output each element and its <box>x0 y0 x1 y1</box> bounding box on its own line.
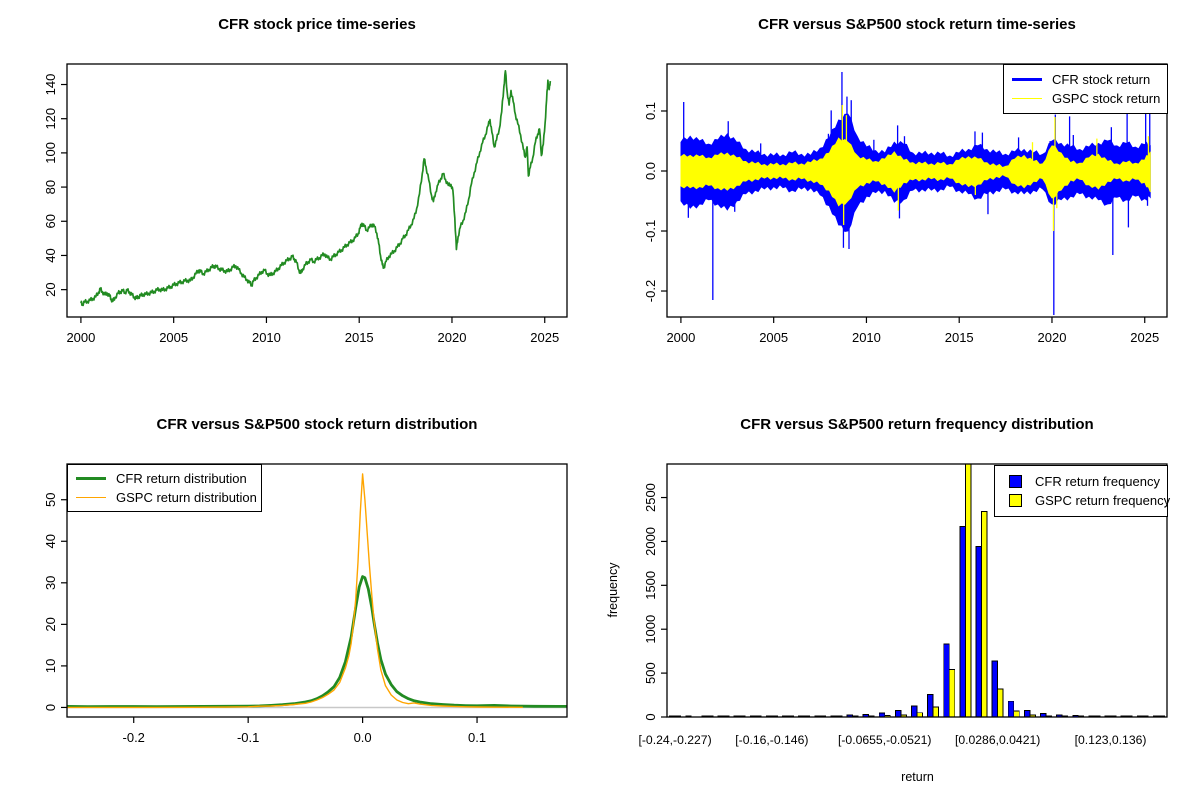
svg-text:50: 50 <box>43 492 58 506</box>
svg-text:2015: 2015 <box>945 330 974 345</box>
svg-text:-0.1: -0.1 <box>643 220 658 242</box>
svg-text:20: 20 <box>43 282 58 296</box>
gspc-return-line-swatch <box>1012 97 1042 100</box>
svg-text:2000: 2000 <box>666 330 695 345</box>
frequency-legend: CFR return frequency GSPC return frequen… <box>994 465 1170 517</box>
panel-return-distribution: -0.2 -0.1 0.0 0.1 0 10 20 30 40 50 CFR versus S&P… <box>0 400 600 800</box>
panel-cfr-price: 2000 2005 2010 2015 2020 2025 20 40 60 80 100 120 14… <box>0 0 600 400</box>
svg-text:2025: 2025 <box>530 330 559 345</box>
svg-text:10: 10 <box>43 659 58 673</box>
svg-text:[0.123,0.136): [0.123,0.136) <box>1075 733 1147 747</box>
svg-text:-0.1: -0.1 <box>237 730 259 745</box>
svg-text:-0.2: -0.2 <box>643 280 658 302</box>
frequency-chart-title: CFR versus S&P500 return frequency distr… <box>740 416 1094 433</box>
frequency-chart-canvas: [-0.24,-0.227) [-0.16,-0.146) [-0.0655,-0.… <box>638 463 1168 747</box>
legend-label: CFR return frequency <box>1035 474 1160 489</box>
svg-text:0.1: 0.1 <box>468 730 486 745</box>
cfr-return-line-swatch <box>1012 77 1042 82</box>
svg-text:1000: 1000 <box>643 615 658 644</box>
svg-text:100: 100 <box>43 142 58 164</box>
svg-text:[0.0286,0.0421): [0.0286,0.0421) <box>955 733 1040 747</box>
svg-text:2010: 2010 <box>252 330 281 345</box>
legend-label: GSPC return frequency <box>1035 493 1171 508</box>
svg-text:2020: 2020 <box>1038 330 1067 345</box>
svg-text:20: 20 <box>43 617 58 631</box>
returns-legend: CFR stock return GSPC stock return <box>1003 64 1168 114</box>
price-chart-canvas: 2000 2005 2010 2015 2020 2025 20 40 60 80 100 120 14… <box>43 63 568 345</box>
svg-text:2005: 2005 <box>759 330 788 345</box>
returns-chart-title: CFR versus S&P500 stock return time-seri… <box>758 16 1076 33</box>
svg-text:1500: 1500 <box>643 571 658 600</box>
density-chart-title: CFR versus S&P500 stock return distribut… <box>156 416 478 433</box>
svg-text:2000: 2000 <box>643 527 658 556</box>
svg-text:2025: 2025 <box>1130 330 1159 345</box>
legend-item: GSPC return frequency <box>1003 493 1170 508</box>
svg-text:2005: 2005 <box>159 330 188 345</box>
panel-return-timeseries: 2000 2005 2010 2015 2020 2025 0.1 0.0 -0.1 -0.2 C… <box>600 0 1200 400</box>
svg-text:-0.2: -0.2 <box>123 730 145 745</box>
svg-text:0.0: 0.0 <box>643 162 658 180</box>
returns-chart-canvas: 2000 2005 2010 2015 2020 2025 0.1 0.0 -0.1 -0.2 <box>643 63 1168 345</box>
frequency-x-axis-label: return <box>901 770 934 784</box>
svg-text:40: 40 <box>43 534 58 548</box>
svg-text:0: 0 <box>643 713 658 720</box>
svg-text:500: 500 <box>643 662 658 684</box>
svg-text:80: 80 <box>43 180 58 194</box>
svg-text:60: 60 <box>43 214 58 228</box>
svg-text:2020: 2020 <box>438 330 467 345</box>
panel-return-frequency: [-0.24,-0.227) [-0.16,-0.146) [-0.0655,-0.… <box>600 400 1200 800</box>
legend-item: GSPC stock return <box>1012 91 1161 106</box>
svg-text:0.1: 0.1 <box>643 102 658 120</box>
svg-text:2015: 2015 <box>345 330 374 345</box>
legend-label: GSPC stock return <box>1052 91 1161 106</box>
gspc-density-line-swatch <box>76 496 106 499</box>
legend-label: CFR stock return <box>1052 72 1151 87</box>
svg-text:[-0.16,-0.146): [-0.16,-0.146) <box>735 733 808 747</box>
svg-text:0.0: 0.0 <box>354 730 372 745</box>
svg-text:30: 30 <box>43 576 58 590</box>
legend-item: GSPC return distribution <box>76 490 257 505</box>
gspc-frequency-box-swatch <box>1009 494 1022 507</box>
frequency-y-axis-label: frequency <box>606 562 620 618</box>
svg-text:2000: 2000 <box>66 330 95 345</box>
legend-item: CFR return frequency <box>1003 474 1160 489</box>
price-chart-title: CFR stock price time-series <box>218 16 416 33</box>
svg-text:2010: 2010 <box>852 330 881 345</box>
legend-item: CFR stock return <box>1012 72 1159 87</box>
svg-text:0: 0 <box>43 704 58 711</box>
svg-text:40: 40 <box>43 248 58 262</box>
density-legend: CFR return distribution GSPC return dist… <box>67 464 262 512</box>
density-chart-canvas: -0.2 -0.1 0.0 0.1 0 10 20 30 40 50 <box>43 463 568 745</box>
svg-text:120: 120 <box>43 108 58 130</box>
cfr-density-line-swatch <box>76 476 106 481</box>
legend-item: CFR return distribution <box>76 471 253 486</box>
svg-text:140: 140 <box>43 74 58 96</box>
svg-text:[-0.24,-0.227): [-0.24,-0.227) <box>638 733 711 747</box>
svg-text:[-0.0655,-0.0521): [-0.0655,-0.0521) <box>838 733 932 747</box>
legend-label: GSPC return distribution <box>116 490 257 505</box>
legend-label: CFR return distribution <box>116 471 247 486</box>
svg-text:2500: 2500 <box>643 483 658 512</box>
cfr-frequency-box-swatch <box>1009 475 1022 488</box>
